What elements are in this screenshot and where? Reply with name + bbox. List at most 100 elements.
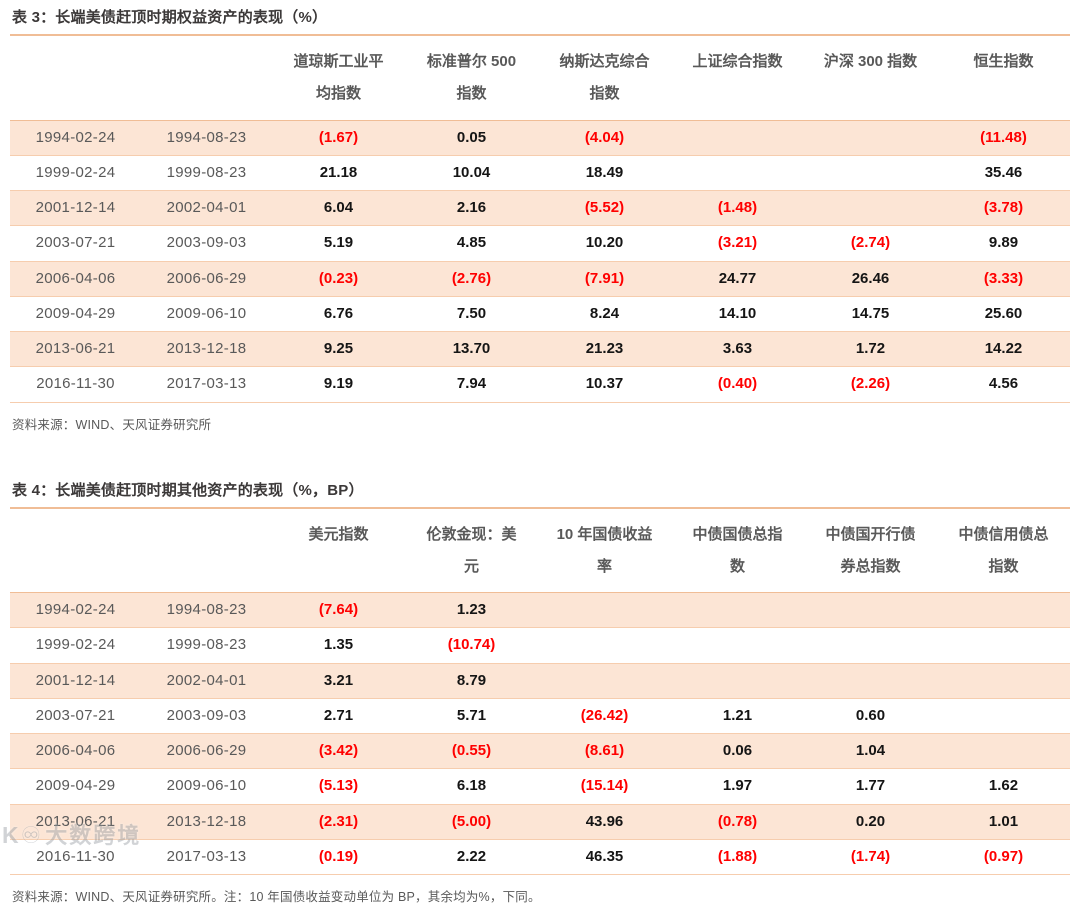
date-cell: 2002-04-01 [141,191,272,226]
date-cell: 2006-06-29 [141,261,272,296]
value-cell: (1.88) [671,839,804,874]
date-cell: 2001-12-14 [10,191,141,226]
value-cell: 14.10 [671,296,804,331]
date-cell: 2017-03-13 [141,367,272,402]
table3: 道琼斯工业平均指数标准普尔 500 指数纳斯达克综合指数上证综合指数沪深 300… [10,34,1070,403]
value-cell: 5.71 [405,698,538,733]
value-cell: 43.96 [538,804,671,839]
value-cell: 21.18 [272,155,405,190]
value-cell: (0.97) [937,839,1070,874]
value-cell: 7.94 [405,367,538,402]
date-cell: 2016-11-30 [10,839,141,874]
table3-section: 表 3：长端美债赶顶时期权益资产的表现（%） 道琼斯工业平均指数标准普尔 500… [10,6,1070,433]
value-cell: 1.01 [937,804,1070,839]
value-cell: 6.04 [272,191,405,226]
date-cell: 1994-02-24 [10,120,141,155]
value-cell [804,628,937,663]
date-cell: 2006-04-06 [10,261,141,296]
value-cell [538,593,671,628]
value-cell: (2.26) [804,367,937,402]
table3-header-col-2: 纳斯达克综合指数 [538,35,671,120]
value-cell [804,593,937,628]
value-cell: 4.56 [937,367,1070,402]
date-cell: 1999-08-23 [141,628,272,663]
table4-header-col-4: 中债国开行债券总指数 [804,508,937,593]
date-cell: 2013-12-18 [141,804,272,839]
value-cell: (7.91) [538,261,671,296]
date-cell: 1994-08-23 [141,120,272,155]
value-cell [671,593,804,628]
date-cell: 2009-04-29 [10,296,141,331]
value-cell: (5.13) [272,769,405,804]
value-cell: 3.63 [671,332,804,367]
value-cell [937,734,1070,769]
value-cell [671,155,804,190]
value-cell: 7.50 [405,296,538,331]
value-cell: 8.79 [405,663,538,698]
table3-header-col-0: 道琼斯工业平均指数 [272,35,405,120]
date-cell: 1999-02-24 [10,628,141,663]
date-cell: 2009-06-10 [141,296,272,331]
value-cell: (1.74) [804,839,937,874]
value-cell: 1.35 [272,628,405,663]
table4-header-col-3: 中债国债总指数 [671,508,804,593]
value-cell: 24.77 [671,261,804,296]
date-cell: 1994-02-24 [10,593,141,628]
table3-header-col-3: 上证综合指数 [671,35,804,120]
value-cell: (26.42) [538,698,671,733]
value-cell: 14.75 [804,296,937,331]
value-cell: (10.74) [405,628,538,663]
value-cell [538,628,671,663]
value-cell [671,663,804,698]
value-cell [804,155,937,190]
value-cell: (7.64) [272,593,405,628]
value-cell: 5.19 [272,226,405,261]
table3-header-date-1 [141,35,272,120]
value-cell: (3.33) [937,261,1070,296]
value-cell [671,120,804,155]
value-cell: 0.60 [804,698,937,733]
table4-header-col-5: 中债信用债总指数 [937,508,1070,593]
value-cell: 3.21 [272,663,405,698]
value-cell: 2.22 [405,839,538,874]
date-cell: 2016-11-30 [10,367,141,402]
value-cell: 35.46 [937,155,1070,190]
table4-header-date-1 [141,508,272,593]
date-cell: 2003-07-21 [10,226,141,261]
value-cell: (2.31) [272,804,405,839]
table4-title: 表 4：长端美债赶顶时期其他资产的表现（%，BP） [12,479,1070,500]
date-cell: 2003-09-03 [141,226,272,261]
value-cell: 10.37 [538,367,671,402]
date-cell: 1994-08-23 [141,593,272,628]
table4-header-col-0: 美元指数 [272,508,405,593]
table3-header-date-0 [10,35,141,120]
value-cell: 6.18 [405,769,538,804]
table4-source: 资料来源：WIND、天风证券研究所。注：10 年国债收益变动单位为 BP，其余均… [12,886,1070,905]
date-cell: 2009-06-10 [141,769,272,804]
value-cell: (8.61) [538,734,671,769]
value-cell: 9.89 [937,226,1070,261]
value-cell: 1.77 [804,769,937,804]
value-cell: (3.42) [272,734,405,769]
value-cell [937,698,1070,733]
value-cell: 10.04 [405,155,538,190]
table4-header-col-2: 10 年国债收益率 [538,508,671,593]
date-cell: 2003-07-21 [10,698,141,733]
value-cell: 10.20 [538,226,671,261]
value-cell [937,628,1070,663]
date-cell: 2009-04-29 [10,769,141,804]
